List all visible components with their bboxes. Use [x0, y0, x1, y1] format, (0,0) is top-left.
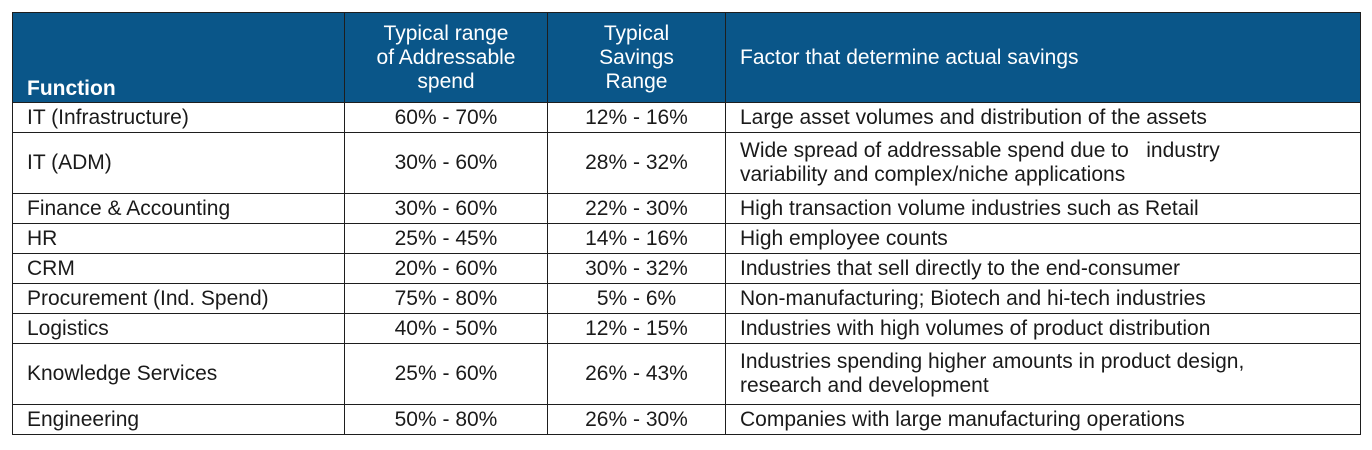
cell-savings: 22% - 30% [547, 193, 726, 224]
header-savings-line: Typical [603, 21, 670, 45]
table-row: Logistics 40% - 50% 12% - 15% Industries… [12, 313, 1361, 344]
cell-factor: Companies with large manufacturing opera… [725, 404, 1361, 435]
cell-function: Engineering [12, 404, 345, 435]
cell-function: Finance & Accounting [12, 193, 345, 224]
cell-factor: Non-manufacturing; Biotech and hi-tech i… [725, 283, 1361, 314]
cell-factor: Industries that sell directly to the end… [725, 253, 1361, 284]
cell-savings: 12% - 16% [547, 102, 726, 133]
header-row: Function Typical range of Addressable sp… [12, 12, 1361, 103]
cell-function: IT (Infrastructure) [12, 102, 345, 133]
header-savings-line: Savings [599, 45, 674, 69]
factor-line: Wide spread of addressable spend due to … [740, 139, 1220, 162]
cell-function: Procurement (Ind. Spend) [12, 283, 345, 314]
cell-factor: Large asset volumes and distribution of … [725, 102, 1361, 133]
cell-factor: Industries spending higher amounts in pr… [725, 343, 1361, 405]
cell-savings: 5% - 6% [547, 283, 726, 314]
cell-savings: 14% - 16% [547, 223, 726, 254]
cell-factor: High transaction volume industries such … [725, 193, 1361, 224]
cell-addressable: 50% - 80% [344, 404, 548, 435]
cell-savings: 12% - 15% [547, 313, 726, 344]
cell-savings: 26% - 30% [547, 404, 726, 435]
table-row: Finance & Accounting 30% - 60% 22% - 30%… [12, 193, 1361, 224]
header-addressable-line: of Addressable [376, 45, 516, 69]
cell-addressable: 20% - 60% [344, 253, 548, 284]
cell-function: Logistics [12, 313, 345, 344]
cell-factor: High employee counts [725, 223, 1361, 254]
cell-addressable: 25% - 45% [344, 223, 548, 254]
factor-line: Companies with large manufacturing opera… [740, 407, 1185, 431]
header-savings-range: Typical Savings Range [547, 12, 726, 103]
table-row: Knowledge Services 25% - 60% 26% - 43% I… [12, 343, 1361, 405]
table-row: HR 25% - 45% 14% - 16% High employee cou… [12, 223, 1361, 254]
cell-factor: Wide spread of addressable spend due to … [725, 132, 1361, 194]
cell-factor: Industries with high volumes of product … [725, 313, 1361, 344]
header-function: Function [12, 12, 345, 103]
header-addressable-line: Typical range [383, 21, 509, 45]
table-row: IT (Infrastructure) 60% - 70% 12% - 16% … [12, 102, 1361, 133]
header-addressable-spend: Typical range of Addressable spend [344, 12, 548, 103]
cell-addressable: 30% - 60% [344, 132, 548, 194]
table-row: IT (ADM) 30% - 60% 28% - 32% Wide spread… [12, 132, 1361, 194]
cell-savings: 26% - 43% [547, 343, 726, 405]
factor-line: Non-manufacturing; Biotech and hi-tech i… [740, 286, 1206, 310]
factor-line: Industries with high volumes of product … [740, 316, 1211, 340]
cell-function: HR [12, 223, 345, 254]
table-row: CRM 20% - 60% 30% - 32% Industries that … [12, 253, 1361, 284]
table-row: Procurement (Ind. Spend) 75% - 80% 5% - … [12, 283, 1361, 314]
factor-line: research and development [740, 374, 989, 397]
header-factor: Factor that determine actual savings [725, 12, 1361, 103]
cell-function: IT (ADM) [12, 132, 345, 194]
factor-line: High employee counts [740, 226, 948, 250]
factor-line: Industries spending higher amounts in pr… [740, 350, 1245, 373]
cell-function: CRM [12, 253, 345, 284]
cell-savings: 30% - 32% [547, 253, 726, 284]
factor-line: Large asset volumes and distribution of … [740, 105, 1207, 129]
cell-addressable: 75% - 80% [344, 283, 548, 314]
cell-addressable: 60% - 70% [344, 102, 548, 133]
cell-addressable: 25% - 60% [344, 343, 548, 405]
factor-line: High transaction volume industries such … [740, 196, 1199, 220]
savings-table: Function Typical range of Addressable sp… [12, 12, 1361, 435]
cell-function: Knowledge Services [12, 343, 345, 405]
cell-addressable: 40% - 50% [344, 313, 548, 344]
cell-addressable: 30% - 60% [344, 193, 548, 224]
cell-savings: 28% - 32% [547, 132, 726, 194]
factor-line: variability and complex/niche applicatio… [740, 163, 1126, 186]
header-savings-line: Range [605, 69, 668, 93]
table-row: Engineering 50% - 80% 26% - 30% Companie… [12, 404, 1361, 435]
factor-line: Industries that sell directly to the end… [740, 256, 1181, 280]
header-addressable-line: spend [417, 69, 475, 93]
